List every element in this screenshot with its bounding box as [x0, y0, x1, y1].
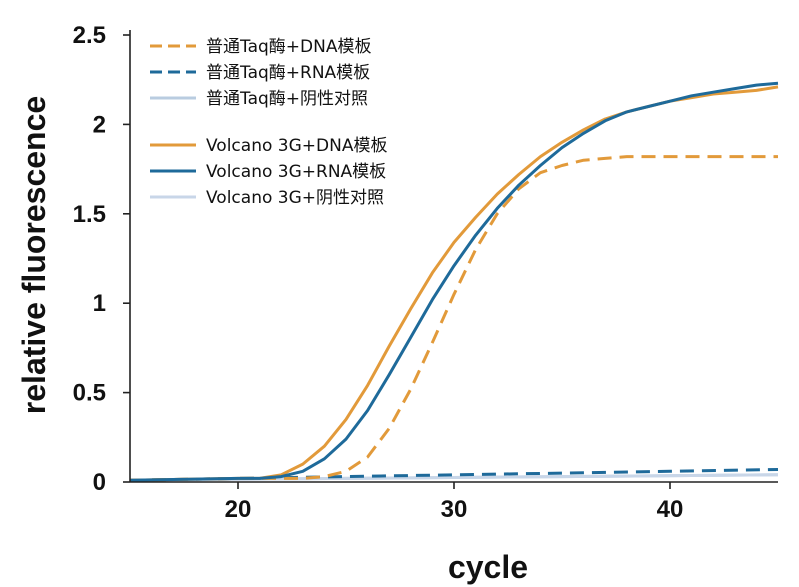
- x-ticks: 20 30 40: [225, 482, 684, 523]
- series-line-5: [129, 81, 779, 482]
- legend-label: 普通Taq酶+阴性对照: [206, 89, 368, 109]
- legend-label: Volcano 3G+RNA模板: [206, 162, 386, 182]
- x-tick-label: 20: [225, 496, 252, 523]
- legend-label: 普通Taq酶+RNA模板: [206, 63, 370, 83]
- x-tick-label: 30: [441, 496, 468, 523]
- series-line-1: [129, 155, 778, 482]
- legend-label: Volcano 3G+阴性对照: [206, 188, 384, 208]
- x-tick-label: 40: [657, 496, 684, 523]
- y-tick-label: 2: [93, 111, 106, 138]
- y-tick-label: 1: [93, 290, 106, 317]
- plot-area: [129, 81, 779, 482]
- legend-label: 普通Taq酶+DNA模板: [206, 37, 371, 57]
- y-tick-label: 2.5: [73, 22, 106, 49]
- y-tick-label: 0.5: [73, 380, 106, 407]
- series-line-2: [129, 468, 779, 482]
- y-ticks: 0 0.5 1 1.5 2 2.5: [73, 22, 130, 496]
- legend-label: Volcano 3G+DNA模板: [206, 136, 387, 156]
- x-axis-title: cycle: [448, 549, 528, 585]
- y-tick-label: 0: [93, 469, 106, 496]
- y-tick-label: 1.5: [73, 201, 106, 228]
- y-axis-title: relative fluorescence: [16, 96, 52, 414]
